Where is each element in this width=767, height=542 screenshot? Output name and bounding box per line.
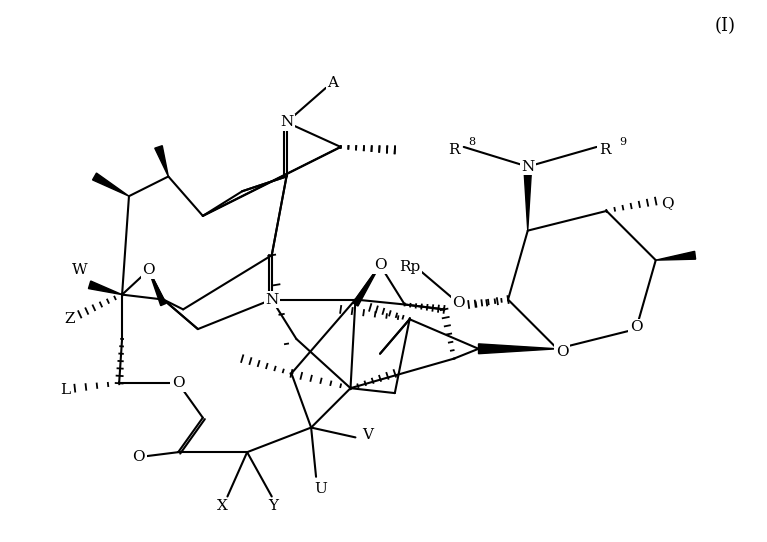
Polygon shape [656,251,696,260]
Text: Rp: Rp [399,260,420,274]
Polygon shape [353,265,380,306]
Text: Z: Z [64,312,75,326]
Text: Y: Y [268,499,278,513]
Text: R: R [448,143,459,157]
Polygon shape [93,173,129,196]
Text: 8: 8 [469,137,476,147]
Text: W: W [72,263,87,277]
Text: N: N [521,160,535,173]
Text: A: A [328,76,338,90]
Polygon shape [88,281,122,295]
Text: U: U [314,482,328,495]
Text: (I): (I) [714,17,736,35]
Text: O: O [172,376,185,390]
Text: V: V [362,428,373,442]
Text: L: L [60,383,70,397]
Text: R: R [599,143,611,157]
Text: O: O [556,345,568,359]
Polygon shape [524,166,532,231]
Polygon shape [479,344,558,354]
Polygon shape [155,146,169,177]
Text: N: N [280,115,293,130]
Text: O: O [630,320,643,334]
Text: Q: Q [661,196,674,210]
Polygon shape [149,270,166,306]
Text: O: O [143,263,155,277]
Text: 9: 9 [619,137,627,147]
Text: X: X [217,499,228,513]
Text: O: O [453,296,465,311]
Text: O: O [133,450,145,464]
Text: O: O [374,258,387,272]
Text: N: N [265,293,278,307]
